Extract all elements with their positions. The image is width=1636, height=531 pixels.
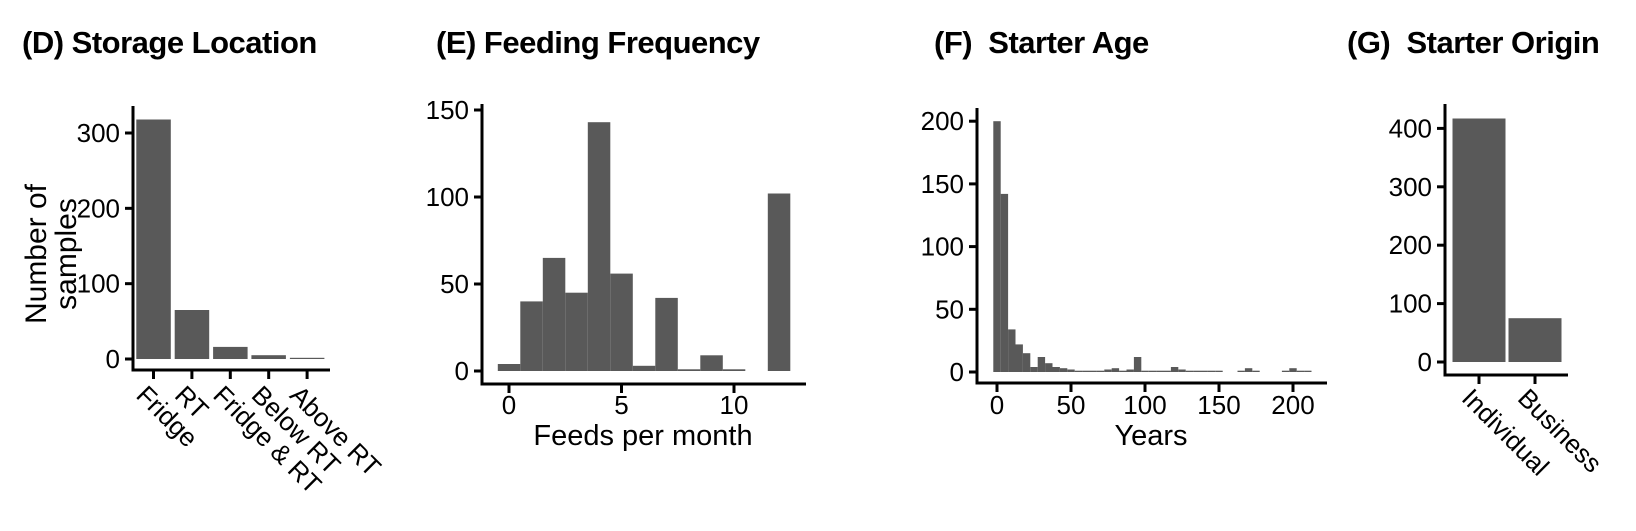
bar [1074,370,1083,372]
bar [1111,368,1120,372]
bar [993,121,1001,372]
bar [213,346,248,359]
bar [1178,369,1186,372]
y-tick-label: 100 [426,182,469,212]
y-tick-label: 200 [921,106,964,136]
y-tick-label: 150 [921,169,964,199]
y-tick-label: 0 [950,357,964,387]
bar [520,301,543,371]
bar [655,297,678,371]
bar [1119,370,1127,372]
bar [1207,370,1216,372]
bar [1200,370,1208,372]
bar [1000,193,1009,372]
bar [1059,368,1068,372]
bar [1008,329,1016,372]
y-tick-label: 0 [455,356,469,386]
bar [1104,369,1112,372]
bar [1022,353,1031,372]
bar [1452,118,1506,362]
x-tick-label: 200 [1271,390,1314,420]
panel-e: 0 50 100 150 0 5 10 [426,95,806,420]
y-tick-label: 400 [1389,113,1432,143]
bar [1126,369,1134,372]
bar [700,355,723,371]
x-axis-label-years: Years [1114,420,1188,452]
bar [136,119,171,359]
panel-f: 0 50 100 150 200 0 50 100 150 200 [921,106,1327,420]
bar [1133,357,1142,372]
bar [497,364,521,371]
bar [767,193,791,371]
panel-e-title: (E) Feeding Frequency [436,25,760,60]
y-tick-label: 300 [1389,172,1432,202]
bar [1089,370,1097,372]
bar [174,310,210,359]
bar [1289,368,1297,372]
x-tick-label: 0 [990,390,1004,420]
bar [1082,370,1090,372]
bar [289,357,325,359]
x-axis-label-feeds-per-month: Feeds per month [533,420,753,452]
bar [1037,357,1046,372]
bar [1252,370,1260,372]
y-tick-label: 200 [1389,230,1432,260]
bar [1148,370,1157,372]
bar [1296,370,1305,372]
bar [1215,370,1223,372]
bar [632,365,656,371]
x-tick-label: 50 [1057,390,1086,420]
y-tick-label: 150 [426,95,469,125]
panel-f-title: (F) Starter Age [934,25,1149,60]
y-tick-label: 200 [77,193,120,223]
bar [1508,318,1562,362]
y-axis-label-number-of-samples: Number of samples [20,183,83,325]
bar [1045,363,1053,372]
bar [251,355,286,359]
bar [1237,370,1245,372]
x-tick-label: 5 [614,390,628,420]
x-tick-label: 10 [720,390,749,420]
bar [1185,370,1194,372]
bar [1281,370,1290,372]
panel-d-title: (D) Storage Location [22,25,317,60]
bar [1015,344,1023,372]
x-tick-label: 0 [502,390,516,420]
panel-g-title: (G) Starter Origin [1347,25,1600,60]
bar [1052,367,1060,372]
y-tick-label: 100 [1389,289,1432,319]
bar [1170,367,1179,372]
bar [722,369,746,371]
y-tick-label: 50 [440,269,469,299]
y-tick-label: 0 [106,344,120,374]
bar [565,292,588,371]
y-tick-label: 300 [77,118,120,148]
bar [1244,368,1253,372]
bar [1163,370,1171,372]
x-tick-label: 100 [1123,390,1166,420]
y-tick-label: 100 [921,232,964,262]
bar [542,257,566,371]
bar [1141,370,1149,372]
y-tick-label: 100 [77,269,120,299]
y-tick-label: 50 [935,294,964,324]
x-tick-label: 150 [1197,390,1240,420]
bar [587,122,611,371]
bar [1030,367,1038,372]
bar [677,369,701,371]
bar [1067,369,1075,372]
bar [1304,370,1312,372]
bar [610,273,633,371]
y-tick-label: 0 [1418,347,1432,377]
bar [1096,370,1105,372]
bar [1156,370,1164,372]
bar [1193,370,1201,372]
